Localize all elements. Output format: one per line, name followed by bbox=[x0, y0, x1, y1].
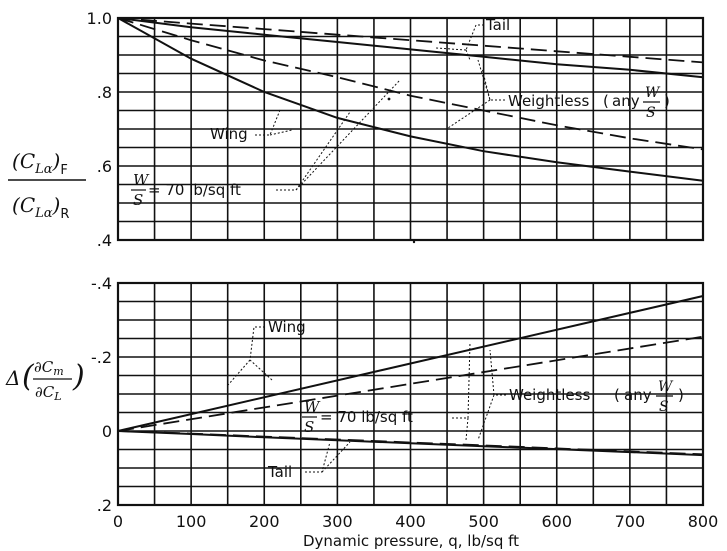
x-tick-label: 0 bbox=[113, 512, 123, 531]
svg-text:W: W bbox=[133, 171, 150, 189]
svg-text:): ) bbox=[678, 386, 684, 404]
x-tick-label: 100 bbox=[176, 512, 207, 531]
series-wing-ws70-line bbox=[117, 295, 704, 432]
x-axis-label: Dynamic pressure, q, lb/sq ft bbox=[303, 532, 519, 550]
top-panel bbox=[116, 16, 705, 242]
svg-text:): ) bbox=[72, 359, 85, 394]
svg-text:Δ: Δ bbox=[5, 366, 20, 390]
svg-text:W: W bbox=[645, 85, 661, 101]
series-wing-weightless-line bbox=[117, 335, 704, 432]
y-tick-label: .4 bbox=[97, 231, 112, 250]
y-tick-label: -.2 bbox=[91, 348, 112, 367]
svg-text:(: ( bbox=[603, 92, 609, 110]
series-tail-weightless-line bbox=[117, 430, 704, 456]
top-y-tick-labels: .4 .6 .8 1.0 bbox=[87, 9, 112, 250]
y-tick-label: -.4 bbox=[91, 274, 112, 293]
weightless-bottom-label: Weightless bbox=[509, 386, 590, 404]
weightless-top-label: Weightless bbox=[508, 92, 589, 110]
series-wing-ws70-line bbox=[117, 17, 704, 182]
svg-text:any: any bbox=[612, 92, 640, 110]
annotation-ws-top: W S = 70 lb/sq ft bbox=[131, 79, 401, 209]
x-tick-label: 600 bbox=[541, 512, 572, 531]
print-speck bbox=[412, 240, 416, 244]
svg-text:(CLα)F: (CLα)F bbox=[12, 149, 68, 178]
x-tick-label: 700 bbox=[615, 512, 646, 531]
bottom-grid bbox=[118, 283, 703, 505]
svg-text:S: S bbox=[304, 418, 314, 436]
series-wing-weightless-line bbox=[117, 17, 704, 151]
svg-text:S: S bbox=[646, 105, 656, 121]
x-tick-label: 300 bbox=[322, 512, 353, 531]
top-series bbox=[117, 17, 704, 182]
wing-bottom-label: Wing bbox=[268, 318, 306, 336]
series-tail-ws70-line bbox=[117, 17, 704, 79]
svg-text:): ) bbox=[664, 92, 670, 110]
svg-text:∂Cm: ∂Cm bbox=[34, 358, 64, 378]
svg-text:W: W bbox=[304, 398, 321, 416]
tail-bottom-label: Tail bbox=[267, 463, 292, 481]
top-y-axis-label: (CLα)F (CLα)R bbox=[8, 149, 86, 222]
annotation-tail-top: Tail bbox=[435, 16, 510, 61]
print-speck bbox=[387, 97, 391, 101]
svg-text:∂CL: ∂CL bbox=[35, 383, 62, 403]
svg-text:= 70 lb/sq ft: = 70 lb/sq ft bbox=[148, 181, 241, 199]
x-tick-label: 400 bbox=[395, 512, 426, 531]
tail-top-label: Tail bbox=[485, 16, 510, 34]
bottom-panel bbox=[116, 281, 705, 507]
annotation-wing-top: Wing bbox=[210, 109, 293, 143]
y-tick-label: .2 bbox=[97, 496, 112, 515]
svg-text:S: S bbox=[659, 399, 669, 415]
annotation-weightless-top: Weightless ( any W S ) bbox=[447, 59, 670, 129]
svg-text:(: ( bbox=[22, 359, 35, 394]
y-tick-label: 0 bbox=[102, 422, 112, 441]
svg-text:(CLα)R: (CLα)R bbox=[12, 193, 69, 222]
svg-text:= 70 lb/sq ft: = 70 lb/sq ft bbox=[320, 408, 413, 426]
wing-top-label: Wing bbox=[210, 125, 248, 143]
svg-text:W: W bbox=[658, 379, 674, 395]
x-tick-labels: 0 100 200 300 400 500 600 700 800 bbox=[113, 512, 718, 531]
bottom-series bbox=[117, 295, 704, 457]
annotation-ws-bottom: W S = 70 lb/sq ft bbox=[302, 341, 471, 441]
y-tick-label: .8 bbox=[97, 83, 112, 102]
top-grid bbox=[118, 18, 703, 240]
bottom-y-axis-label: Δ ( ∂Cm ∂CL ) bbox=[5, 358, 85, 403]
svg-text:any: any bbox=[624, 386, 652, 404]
annotation-wing-bottom: Wing bbox=[227, 318, 306, 386]
y-tick-label: 1.0 bbox=[87, 9, 112, 28]
bottom-frame bbox=[116, 281, 705, 507]
series-tail-weightless-line bbox=[117, 17, 704, 64]
annotation-weightless-bottom: Weightless ( any W S ) bbox=[477, 349, 684, 441]
x-tick-label: 800 bbox=[688, 512, 719, 531]
svg-text:S: S bbox=[133, 191, 143, 209]
annotation-tail-bottom: Tail bbox=[267, 441, 351, 481]
x-tick-label: 500 bbox=[468, 512, 499, 531]
top-frame bbox=[116, 16, 705, 242]
svg-text:(: ( bbox=[614, 386, 620, 404]
y-tick-label: .6 bbox=[97, 157, 112, 176]
bottom-y-tick-labels: .2 0 -.2 -.4 bbox=[91, 274, 112, 515]
x-tick-label: 200 bbox=[249, 512, 280, 531]
